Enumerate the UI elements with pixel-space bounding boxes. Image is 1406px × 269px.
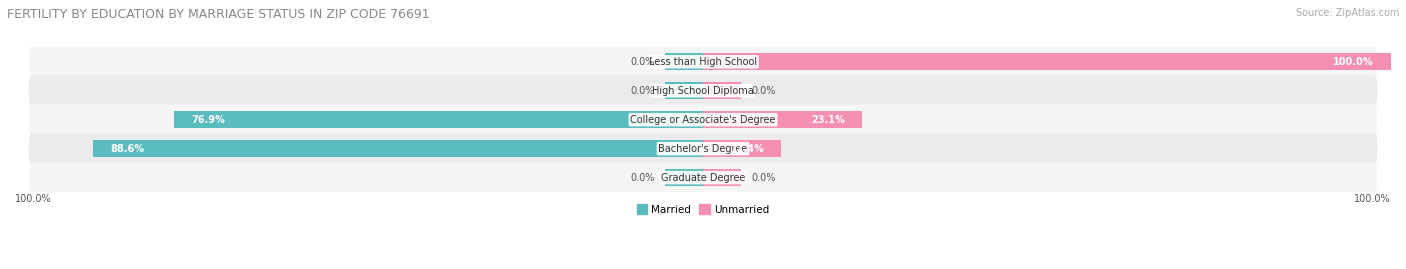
Text: 23.1%: 23.1% <box>811 115 845 125</box>
Bar <box>703 169 741 186</box>
Bar <box>93 140 703 157</box>
Text: 0.0%: 0.0% <box>630 173 655 183</box>
Legend: Married, Unmarried: Married, Unmarried <box>633 200 773 219</box>
Text: High School Diploma: High School Diploma <box>652 86 754 96</box>
Text: 0.0%: 0.0% <box>751 173 776 183</box>
Text: Graduate Degree: Graduate Degree <box>661 173 745 183</box>
Bar <box>665 169 703 186</box>
Bar <box>665 82 703 99</box>
Text: 88.6%: 88.6% <box>111 144 145 154</box>
Bar <box>703 111 862 128</box>
Text: Less than High School: Less than High School <box>650 57 756 67</box>
Bar <box>703 82 741 99</box>
Text: 100.0%: 100.0% <box>1354 194 1391 204</box>
Text: FERTILITY BY EDUCATION BY MARRIAGE STATUS IN ZIP CODE 76691: FERTILITY BY EDUCATION BY MARRIAGE STATU… <box>7 8 430 21</box>
Text: College or Associate's Degree: College or Associate's Degree <box>630 115 776 125</box>
Text: Source: ZipAtlas.com: Source: ZipAtlas.com <box>1295 8 1399 18</box>
Text: 11.4%: 11.4% <box>731 144 765 154</box>
Text: 0.0%: 0.0% <box>630 57 655 67</box>
Text: 100.0%: 100.0% <box>15 194 52 204</box>
Text: Bachelor's Degree: Bachelor's Degree <box>658 144 748 154</box>
Text: 0.0%: 0.0% <box>630 86 655 96</box>
FancyBboxPatch shape <box>28 133 1378 164</box>
FancyBboxPatch shape <box>28 104 1378 135</box>
Bar <box>703 53 1391 70</box>
Text: 0.0%: 0.0% <box>751 86 776 96</box>
FancyBboxPatch shape <box>28 75 1378 106</box>
Text: 76.9%: 76.9% <box>191 115 225 125</box>
Bar <box>665 53 703 70</box>
Bar <box>703 140 782 157</box>
Bar <box>174 111 703 128</box>
Text: 100.0%: 100.0% <box>1333 57 1374 67</box>
FancyBboxPatch shape <box>28 46 1378 77</box>
FancyBboxPatch shape <box>28 162 1378 193</box>
